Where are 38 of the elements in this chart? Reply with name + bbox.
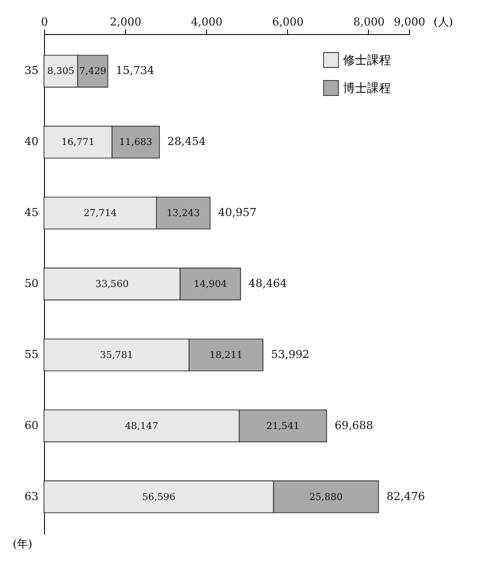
y-tick-label: 35 — [24, 64, 38, 78]
total-label: 53,992 — [270, 348, 310, 361]
total-label: 40,957 — [218, 206, 257, 220]
data-label: 48,147 — [125, 420, 158, 432]
data-label: 7,429 — [79, 66, 106, 78]
x2-tick-label: 8,000 — [353, 16, 385, 28]
data-label: 11,683 — [119, 137, 152, 148]
data-label: 13,243 — [166, 208, 200, 220]
x2-tick-label: 0 — [41, 16, 48, 28]
y-tick-label: 63 — [24, 490, 38, 503]
x2-tick-label: 4,000 — [190, 16, 222, 28]
data-label: 25,880 — [309, 492, 343, 503]
data-label: 18,211 — [209, 350, 243, 361]
data-label: 21,541 — [266, 420, 300, 432]
x2-axis-title: (人) — [434, 16, 454, 28]
total-label: 48,464 — [248, 277, 288, 290]
total-label: 15,734 — [116, 64, 154, 78]
y-tick-label: 50 — [24, 277, 38, 290]
total-label: 82,476 — [386, 490, 425, 503]
y-tick-label: 60 — [24, 418, 38, 432]
y-tick-label: 40 — [24, 135, 38, 148]
data-label: 8,305 — [47, 66, 74, 78]
data-label: 35,781 — [100, 350, 134, 361]
x2-tick-label: 6,000 — [272, 16, 304, 28]
y-tick-label: 55 — [24, 348, 38, 361]
total-label: 69,688 — [334, 418, 374, 432]
x2-tick-label: 9,000 — [394, 16, 426, 28]
data-label: 14,904 — [194, 279, 227, 290]
legend-label: 修士課程 — [343, 53, 391, 67]
data-label: 56,596 — [142, 492, 176, 503]
data-label: 27,714 — [84, 208, 117, 220]
y-axis-title: (年) — [12, 538, 32, 550]
legend-label: 博士課程 — [343, 81, 391, 95]
data-label: 16,771 — [61, 137, 95, 148]
data-label: 33,560 — [95, 279, 129, 290]
x2-tick-label: 2,000 — [110, 16, 142, 28]
y-tick-label: 45 — [24, 206, 38, 220]
total-label: 28,454 — [167, 135, 206, 148]
